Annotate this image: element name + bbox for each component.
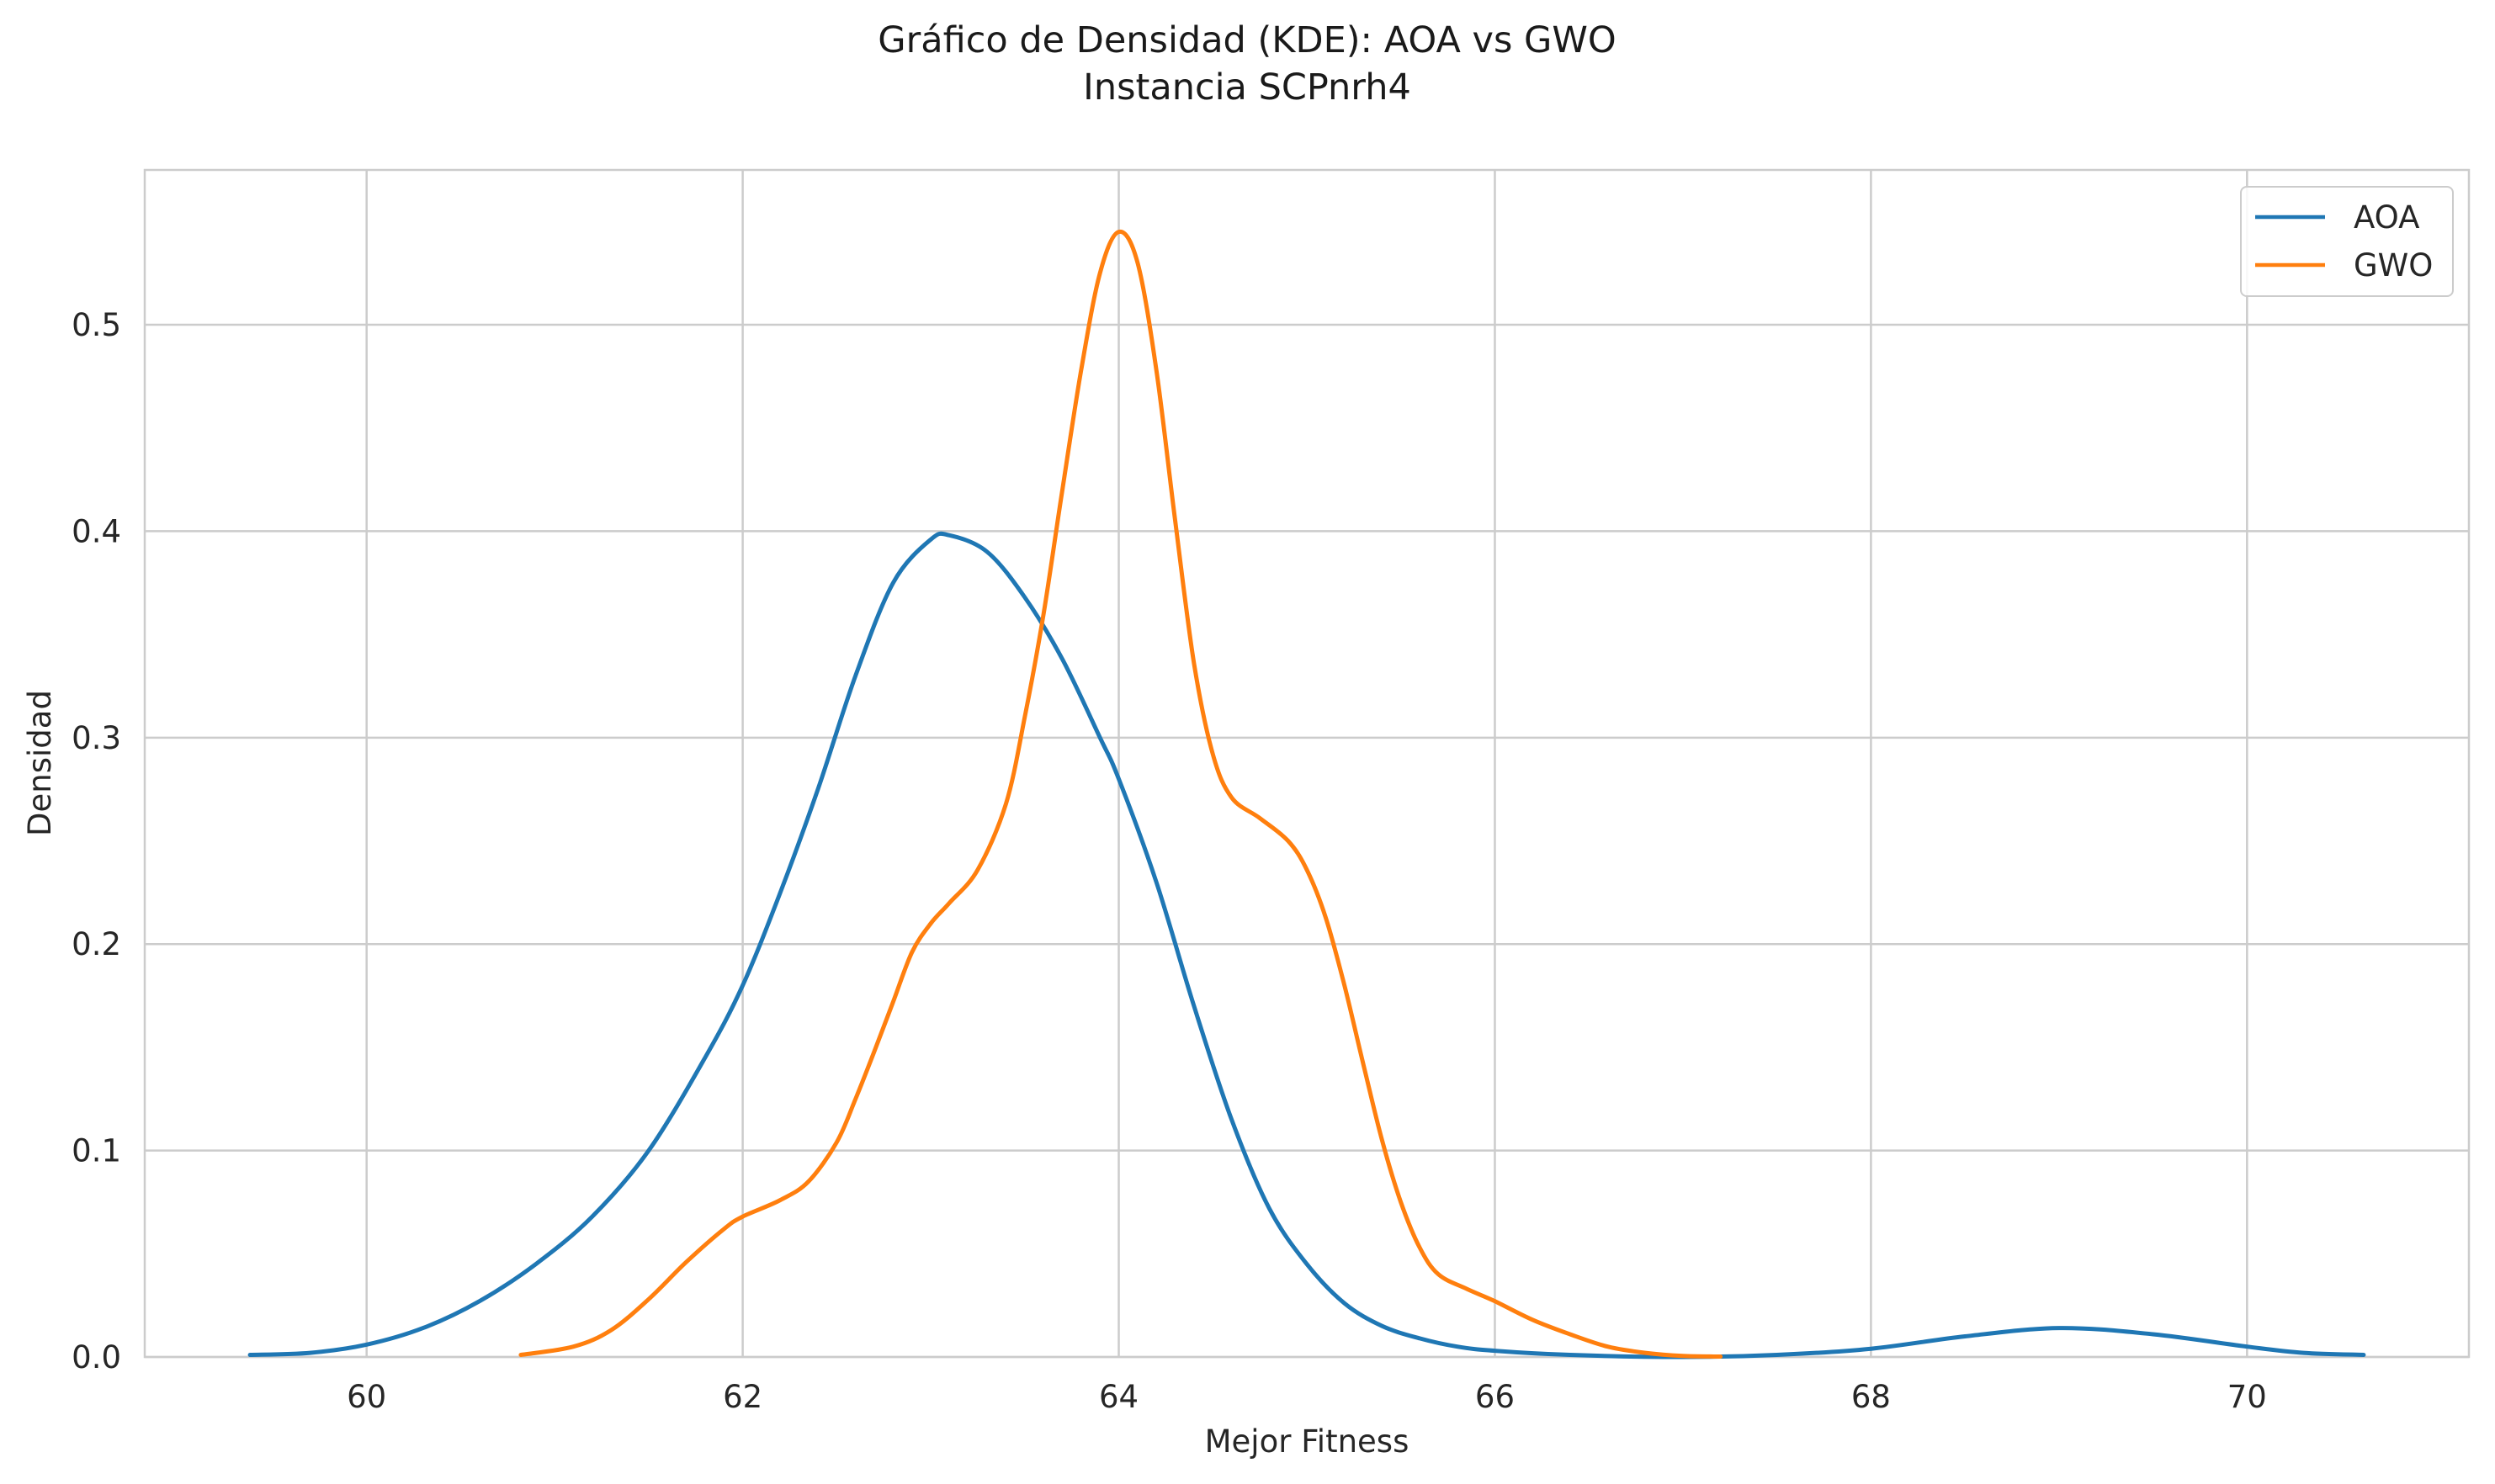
x-tick-label: 68 xyxy=(1851,1379,1891,1415)
x-tick-label: 66 xyxy=(1475,1379,1515,1415)
plot-frame xyxy=(143,168,2471,1359)
y-tick-label: 0.4 xyxy=(72,513,121,549)
axis-ticks: 60 62 64 66 68 70 0.0 0.1 0.2 0.3 0.4 0.5 xyxy=(72,307,2267,1415)
series-line-gwo xyxy=(518,229,1723,1359)
y-axis-label: Densidad xyxy=(22,690,58,836)
y-tick-label: 0.1 xyxy=(72,1133,121,1169)
x-axis-label: Mejor Fitness xyxy=(1205,1423,1409,1460)
y-tick-label: 0.2 xyxy=(72,926,121,962)
series-line-aoa xyxy=(247,531,2366,1359)
x-tick-label: 62 xyxy=(723,1379,762,1415)
chart-title: Gráfico de Densidad (KDE): AOA vs GWO xyxy=(878,19,1616,61)
legend: AOA GWO xyxy=(2240,186,2454,297)
y-tick-label: 0.5 xyxy=(72,307,121,343)
x-tick-label: 70 xyxy=(2227,1379,2267,1415)
legend-label-gwo: GWO xyxy=(2354,247,2433,284)
legend-box xyxy=(2240,186,2454,297)
y-tick-label: 0.3 xyxy=(72,720,121,756)
x-tick-label: 64 xyxy=(1099,1379,1139,1415)
legend-label-aoa: AOA xyxy=(2354,199,2419,236)
chart-subtitle: Instancia SCPnrh4 xyxy=(1083,66,1411,109)
series xyxy=(247,229,2366,1359)
x-tick-label: 60 xyxy=(347,1379,386,1415)
plot-background xyxy=(145,170,2469,1357)
y-tick-label: 0.0 xyxy=(72,1339,121,1375)
